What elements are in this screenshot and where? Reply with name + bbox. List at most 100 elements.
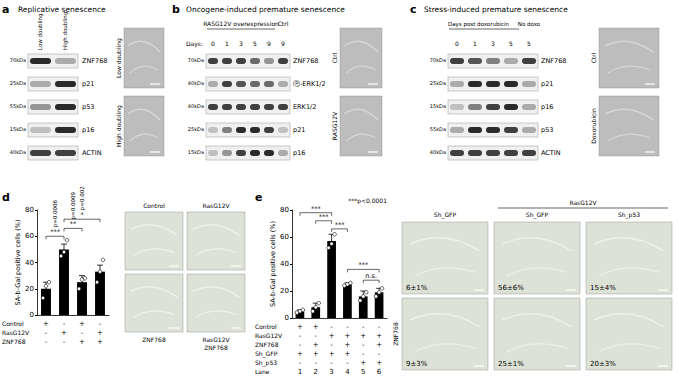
svg-text:Sh_GFP: Sh_GFP [526, 211, 549, 219]
svg-text:+: + [297, 350, 303, 358]
svg-text:b: b [172, 3, 180, 16]
svg-text:c: c [410, 3, 417, 16]
svg-text:+: + [360, 359, 366, 367]
svg-text:+: + [79, 338, 85, 346]
svg-text:Ⓟ-ERK1/2: Ⓟ-ERK1/2 [293, 80, 326, 88]
svg-text:-: - [362, 341, 365, 349]
svg-text:-: - [330, 359, 333, 367]
svg-text:Days:: Days: [186, 40, 203, 48]
svg-text:Lane: Lane [255, 368, 270, 375]
svg-text:ZNF768: ZNF768 [142, 336, 166, 343]
svg-text:ACTIN: ACTIN [541, 149, 561, 157]
svg-text:15kDa: 15kDa [430, 103, 446, 109]
svg-text:0: 0 [455, 40, 459, 47]
svg-text:-: - [330, 341, 333, 349]
svg-text:SA-b-Gal positive cells (%): SA-b-Gal positive cells (%) [14, 220, 22, 306]
svg-text:40kDa: 40kDa [188, 80, 204, 86]
svg-text:+: + [344, 332, 350, 340]
svg-text:-: - [45, 338, 48, 346]
svg-text:5: 5 [527, 40, 531, 47]
svg-text:p53: p53 [82, 103, 94, 111]
svg-text:40kDa: 40kDa [430, 149, 446, 155]
svg-text:RASG12V: RASG12V [331, 111, 338, 140]
svg-text:ZNF768: ZNF768 [82, 57, 107, 65]
svg-text:No doxo: No doxo [518, 21, 541, 27]
svg-text:70kDa: 70kDa [10, 57, 26, 63]
svg-text:-: - [346, 323, 349, 331]
svg-text:Replicative senescence: Replicative senescence [18, 5, 106, 14]
svg-text:p21: p21 [82, 80, 94, 88]
svg-text:6: 6 [377, 368, 382, 376]
svg-text:60: 60 [280, 233, 289, 241]
svg-text:-: - [362, 323, 365, 331]
svg-text:3: 3 [329, 368, 333, 376]
svg-text:Oncogene-induced premature sen: Oncogene-induced premature senescence [186, 5, 345, 14]
svg-text:-: - [99, 320, 102, 328]
svg-text:ZNF768: ZNF768 [541, 57, 566, 65]
svg-text:20: 20 [25, 285, 34, 293]
svg-text:40: 40 [280, 260, 289, 268]
svg-text:70kDa: 70kDa [430, 57, 446, 63]
svg-text:***: *** [50, 228, 61, 236]
svg-text:p=0.0009: p=0.0009 [70, 192, 77, 220]
svg-text:ZNF768: ZNF768 [293, 57, 318, 65]
svg-text:Ctrl: Ctrl [331, 52, 338, 63]
svg-text:+: + [297, 323, 303, 331]
svg-text:+: + [376, 359, 382, 367]
svg-text:Low doubling: Low doubling [37, 14, 44, 50]
svg-text:15kDa: 15kDa [188, 149, 204, 155]
svg-text:***: *** [335, 221, 346, 229]
svg-text:3: 3 [239, 40, 243, 47]
svg-text:RasG12V: RasG12V [2, 329, 30, 336]
svg-text:Ctrl: Ctrl [590, 52, 597, 63]
svg-text:60: 60 [25, 232, 34, 240]
svg-text:Stress-induced premature senes: Stress-induced premature senescence [424, 5, 568, 14]
svg-text:p53: p53 [541, 126, 553, 134]
svg-text:+: + [43, 320, 49, 328]
svg-text:-: - [314, 332, 317, 340]
svg-text:2: 2 [314, 368, 318, 376]
svg-text:d: d [2, 191, 10, 204]
svg-text:4: 4 [345, 368, 350, 376]
svg-text:+: + [344, 350, 350, 358]
svg-text:Control: Control [255, 323, 277, 330]
svg-text:n.s.: n.s. [365, 272, 377, 280]
svg-text:Sh_GFP: Sh_GFP [255, 350, 278, 358]
svg-text:ZNF768: ZNF768 [2, 338, 26, 345]
svg-text:RASG12V overexpression: RASG12V overexpression [203, 20, 279, 28]
svg-text:+: + [313, 341, 319, 349]
svg-text:5: 5 [509, 40, 513, 47]
svg-text:-: - [330, 323, 333, 331]
svg-text:9: 9 [281, 40, 285, 47]
svg-text:56±6%: 56±6% [498, 284, 524, 292]
svg-text:-: - [299, 341, 302, 349]
svg-text:-: - [378, 323, 381, 331]
svg-text:6±1%: 6±1% [406, 284, 428, 292]
svg-text:+: + [329, 332, 335, 340]
svg-text:Ctrl: Ctrl [278, 20, 289, 27]
svg-text:25kDa: 25kDa [188, 126, 204, 132]
svg-text:3: 3 [491, 40, 495, 47]
svg-text:20±3%: 20±3% [590, 360, 616, 368]
svg-text:+: + [376, 332, 382, 340]
svg-text:p=0.002: p=0.002 [79, 186, 86, 210]
svg-text:Days post doxorubicin: Days post doxorubicin [448, 21, 510, 28]
svg-text:-: - [346, 359, 349, 367]
svg-text:1: 1 [225, 40, 229, 47]
svg-text:**: ** [70, 220, 77, 228]
svg-text:40kDa: 40kDa [10, 149, 26, 155]
svg-text:***p<0.0001: ***p<0.0001 [348, 197, 387, 205]
svg-text:40: 40 [25, 259, 34, 267]
svg-text:***: *** [311, 205, 322, 213]
svg-text:55kDa: 55kDa [10, 103, 26, 109]
svg-text:-: - [378, 350, 381, 358]
svg-text:0: 0 [285, 314, 289, 322]
svg-text:RasG12V: RasG12V [569, 199, 597, 206]
svg-text:80: 80 [25, 206, 34, 214]
svg-text:e: e [255, 191, 262, 204]
svg-text:9±3%: 9±3% [406, 360, 428, 368]
svg-text:ZNF768: ZNF768 [255, 341, 279, 348]
svg-text:RasG12V: RasG12V [255, 332, 283, 339]
svg-text:p21: p21 [541, 80, 553, 88]
svg-text:25kDa: 25kDa [430, 80, 446, 86]
